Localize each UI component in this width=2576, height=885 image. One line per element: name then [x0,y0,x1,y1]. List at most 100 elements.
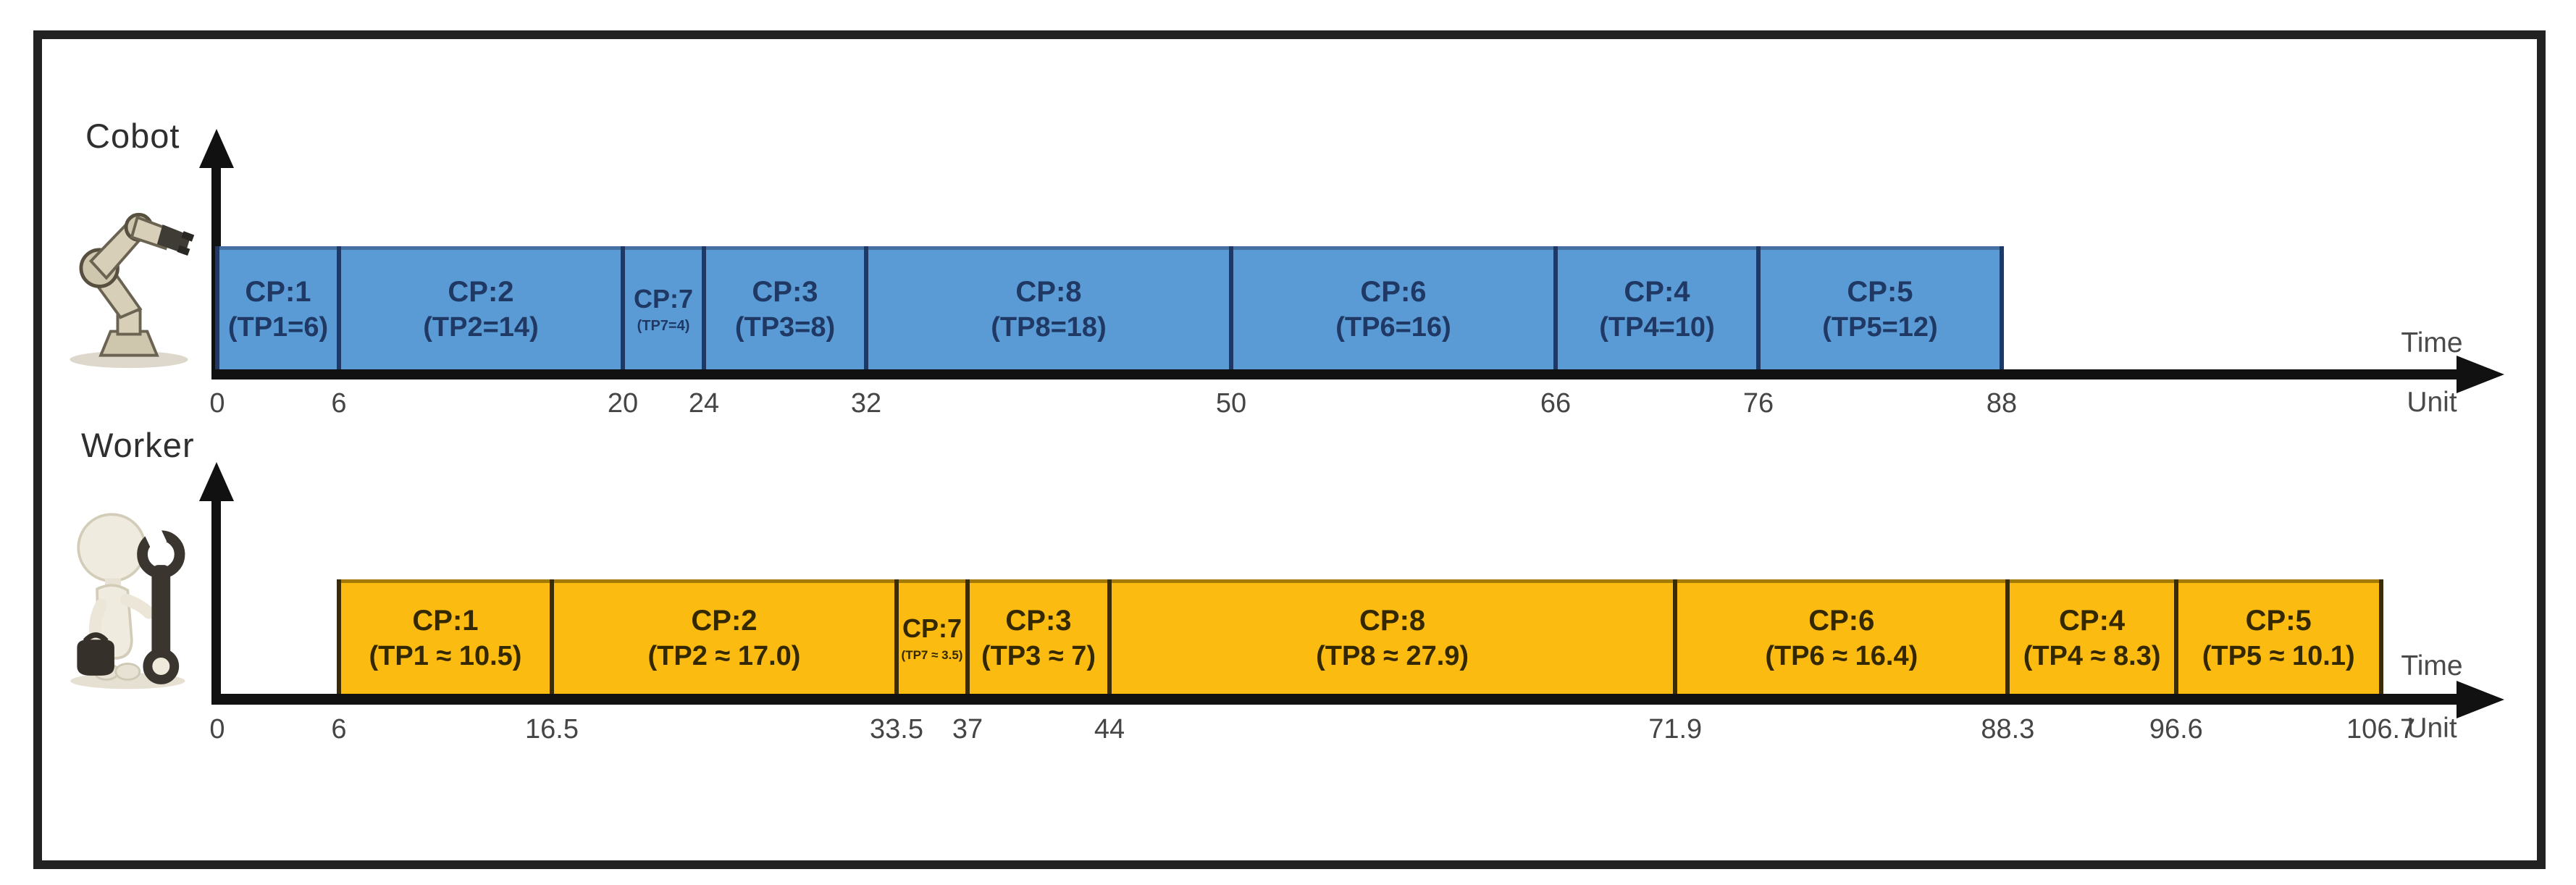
gantt-bar: CP:4 (TP4=10) [1556,246,1758,369]
bar-task-duration: (TP5=12) [1822,312,1938,343]
axis-tick-label: 50 [1215,388,1247,419]
worker-time-axis-unit-label: Unit [2407,713,2457,744]
axis-tick-label: 88.3 [1981,714,2035,745]
axis-tick-label: 32 [850,388,882,419]
bar-task-name: CP:5 [1847,276,1913,309]
bar-separator [337,579,341,694]
cobot-time-axis-label: Time [2401,327,2463,358]
bar-separator [702,246,706,369]
gantt-bar: CP:1 (TP1 ≈ 10.5) [339,579,552,694]
bar-task-name: CP:6 [1808,605,1875,637]
worker-time-axis-label: Time [2401,650,2463,681]
worker-row-label: Worker [81,426,195,464]
bar-task-duration: (TP3 ≈ 7) [981,641,1096,672]
axis-tick-label: 106.7 [2346,714,2416,745]
gantt-bar: CP:6 (TP6=16) [1231,246,1556,369]
axis-tick-label: 66 [1540,388,1572,419]
gantt-bar: CP:8 (TP8=18) [866,246,1231,369]
bar-task-name: CP:1 [412,605,479,637]
gantt-bar: CP:8 (TP8 ≈ 27.9) [1109,579,1676,694]
bar-separator [2173,579,2178,694]
bar-task-name: CP:5 [2245,605,2312,637]
bar-task-name: CP:2 [448,276,514,309]
gantt-bar: CP:5 (TP5 ≈ 10.1) [2176,579,2381,694]
axis-tick-label: 71.9 [1648,714,1703,745]
gantt-bar: CP:1 (TP1=6) [217,246,339,369]
robot-arm-icon [70,212,195,369]
cobot-x-axis-arrowhead [2457,356,2504,393]
cobot-x-axis-line [211,369,2459,379]
bar-separator [864,246,868,369]
axis-tick-label: 96.6 [2149,714,2203,745]
bar-separator [2005,579,2010,694]
bar-task-duration: (TP6=16) [1335,312,1451,343]
gantt-bar: CP:3 (TP3 ≈ 7) [968,579,1109,694]
bar-task-name: CP:2 [691,605,758,637]
gantt-bar: CP:3 (TP3=8) [704,246,866,369]
bar-task-duration: (TP8 ≈ 27.9) [1316,641,1469,672]
axis-tick-label: 24 [688,388,720,419]
bar-separator [2378,579,2383,694]
worker-x-axis-line [211,694,2459,705]
bar-separator [1107,579,1112,694]
bar-task-name: CP:7 [633,283,694,314]
bar-task-duration: (TP7 ≈ 3.5) [901,647,963,662]
bar-task-name: CP:4 [2059,605,2126,637]
bar-task-duration: (TP8=18) [991,312,1107,343]
axis-tick-label: 37 [952,714,983,745]
gantt-bar: CP:5 (TP5=12) [1758,246,2002,369]
cobot-y-axis-arrowhead [199,129,234,168]
bar-task-name: CP:6 [1360,276,1427,309]
bar-task-name: CP:8 [1359,605,1426,637]
axis-tick-label: 16.5 [525,714,579,745]
worker-x-axis-arrowhead [2457,681,2504,718]
bar-separator [1673,579,1678,694]
axis-tick-label: 0 [209,714,225,745]
axis-tick-label: 6 [331,388,347,419]
cobot-row-label: Cobot [85,117,180,155]
bar-task-duration: (TP6 ≈ 16.4) [1765,641,1918,672]
cobot-time-axis-unit-label: Unit [2407,387,2457,418]
axis-tick-label: 0 [209,388,225,419]
bar-separator [1229,246,1233,369]
gantt-bar: CP:7 (TP7 ≈ 3.5) [897,579,968,694]
gantt-bar: CP:4 (TP4 ≈ 8.3) [2007,579,2176,694]
axis-tick-label: 6 [331,714,347,745]
bar-task-name: CP:3 [752,276,818,309]
bar-separator [1756,246,1761,369]
bar-task-name: CP:7 [902,613,962,644]
worker-y-axis-arrowhead [199,462,234,501]
bar-task-duration: (TP4=10) [1599,312,1715,343]
gantt-bar: CP:7 (TP7=4) [623,246,704,369]
bar-task-duration: (TP1 ≈ 10.5) [369,641,522,672]
bar-task-duration: (TP5 ≈ 10.1) [2202,641,2355,672]
bar-separator [965,579,970,694]
bar-task-duration: (TP3=8) [734,312,836,343]
axis-tick-label: 33.5 [870,714,923,745]
axis-tick-label: 44 [1094,714,1125,745]
worker-y-axis-line [211,498,221,705]
figure-border [33,30,2546,869]
gantt-bar: CP:2 (TP2 ≈ 17.0) [552,579,897,694]
bar-task-duration: (TP4 ≈ 8.3) [2023,641,2161,672]
bar-task-name: CP:1 [245,276,311,309]
axis-tick-label: 88 [1986,388,2018,419]
bar-task-duration: (TP1=6) [227,312,329,343]
gantt-bar: CP:2 (TP2=14) [339,246,623,369]
axis-tick-label: 20 [607,388,639,419]
bar-separator [1553,246,1558,369]
worker-wrench-icon [70,513,185,689]
bar-separator [550,579,554,694]
bar-task-name: CP:3 [1005,605,1072,637]
bar-task-duration: (TP2=14) [423,312,539,343]
bar-separator [894,579,899,694]
bar-separator [337,246,341,369]
axis-tick-label: 76 [1742,388,1774,419]
bar-separator [2000,246,2004,369]
bar-task-name: CP:4 [1624,276,1690,309]
bar-task-duration: (TP7=4) [637,318,690,335]
bar-separator [621,246,625,369]
